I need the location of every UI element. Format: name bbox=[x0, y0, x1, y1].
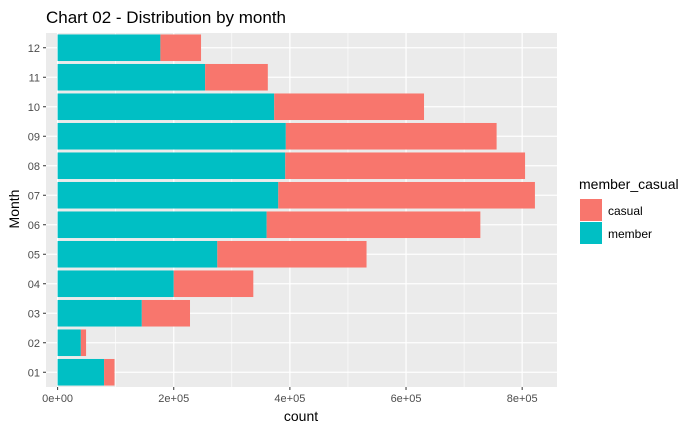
y-axis-title: Month bbox=[6, 190, 22, 229]
legend-label-casual: casual bbox=[608, 204, 643, 218]
bar-casual-02 bbox=[80, 329, 87, 357]
x-axis-ticks: 0e+00 2e+05 4e+05 6e+05 8e+05 bbox=[42, 387, 538, 405]
bar-member-09 bbox=[57, 122, 286, 150]
x-tick-label: 4e+05 bbox=[274, 393, 305, 405]
bar-casual-12 bbox=[160, 34, 202, 62]
bar-casual-11 bbox=[205, 63, 268, 91]
bar-casual-10 bbox=[274, 93, 425, 121]
bar-casual-01 bbox=[104, 358, 115, 386]
bar-member-07 bbox=[57, 181, 279, 209]
bar-member-10 bbox=[57, 93, 275, 121]
y-tick-label: 01 bbox=[28, 367, 40, 379]
bar-casual-05 bbox=[217, 240, 367, 268]
bar-member-02 bbox=[57, 329, 81, 357]
bar-casual-08 bbox=[285, 152, 526, 180]
bar-casual-03 bbox=[141, 299, 191, 327]
bar-member-12 bbox=[57, 34, 161, 62]
y-tick-label: 03 bbox=[28, 308, 40, 320]
bar-member-01 bbox=[57, 358, 105, 386]
bar-casual-06 bbox=[266, 211, 481, 239]
y-tick-label: 11 bbox=[29, 72, 40, 84]
y-tick-label: 08 bbox=[28, 161, 40, 173]
x-tick-label: 2e+05 bbox=[158, 393, 189, 405]
legend: member_casual casual member bbox=[579, 176, 679, 244]
legend-key-member bbox=[580, 222, 602, 244]
y-tick-label: 02 bbox=[28, 338, 40, 350]
bar-casual-07 bbox=[278, 181, 535, 209]
y-tick-label: 07 bbox=[28, 190, 40, 202]
y-tick-label: 12 bbox=[28, 43, 40, 55]
y-axis-ticks: 01 02 03 04 05 06 07 08 09 10 11 12 bbox=[28, 43, 46, 379]
bar-member-04 bbox=[57, 270, 174, 298]
y-tick-label: 06 bbox=[28, 220, 40, 232]
bar-casual-04 bbox=[173, 270, 254, 298]
bar-member-08 bbox=[57, 152, 286, 180]
bar-member-05 bbox=[57, 240, 218, 268]
legend-title: member_casual bbox=[579, 176, 679, 192]
legend-key-casual bbox=[580, 199, 602, 221]
x-tick-label: 6e+05 bbox=[391, 393, 422, 405]
bar-member-03 bbox=[57, 299, 142, 327]
bars bbox=[57, 34, 535, 386]
y-tick-label: 04 bbox=[28, 279, 40, 291]
chart-title: Chart 02 - Distribution by month bbox=[46, 8, 286, 27]
x-tick-label: 8e+05 bbox=[507, 393, 538, 405]
x-tick-label: 0e+00 bbox=[42, 393, 73, 405]
y-tick-label: 10 bbox=[28, 102, 40, 114]
x-axis-title: count bbox=[284, 408, 318, 424]
bar-casual-09 bbox=[285, 122, 497, 150]
plot-panel bbox=[46, 33, 557, 387]
y-tick-label: 09 bbox=[28, 131, 40, 143]
bar-member-11 bbox=[57, 63, 206, 91]
bar-member-06 bbox=[57, 211, 267, 239]
y-tick-label: 05 bbox=[28, 249, 40, 261]
legend-label-member: member bbox=[608, 227, 652, 241]
